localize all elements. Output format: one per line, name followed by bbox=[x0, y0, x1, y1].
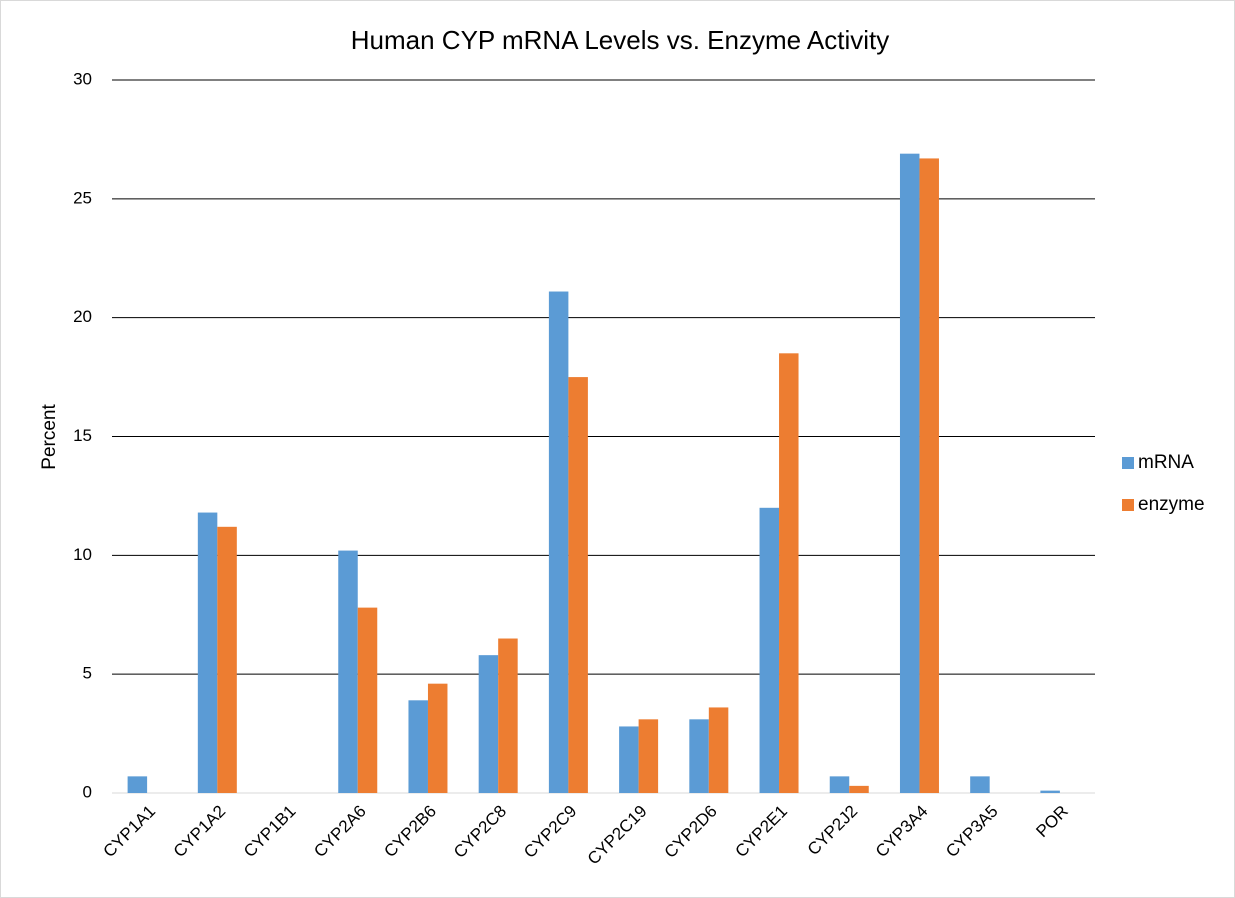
bar bbox=[197, 512, 218, 793]
bar bbox=[708, 707, 729, 793]
y-tick-label: 25 bbox=[73, 188, 92, 207]
bar bbox=[829, 776, 850, 793]
bar bbox=[127, 776, 148, 793]
y-tick-label: 15 bbox=[73, 426, 92, 445]
legend-swatch bbox=[1122, 499, 1134, 511]
bar bbox=[849, 785, 869, 793]
legend-label: enzyme bbox=[1138, 494, 1205, 515]
bar bbox=[478, 655, 499, 793]
bar bbox=[689, 719, 709, 793]
bar bbox=[357, 607, 378, 793]
legend-swatch bbox=[1122, 457, 1134, 469]
bar bbox=[217, 526, 237, 793]
bar bbox=[759, 507, 780, 793]
bar bbox=[408, 700, 428, 793]
y-tick-label: 5 bbox=[83, 664, 92, 683]
y-tick-label: 20 bbox=[73, 307, 92, 326]
bar bbox=[498, 638, 518, 793]
bar bbox=[970, 776, 990, 793]
legend-label: mRNA bbox=[1138, 452, 1194, 473]
bar bbox=[638, 719, 659, 793]
bar bbox=[619, 726, 639, 793]
bar bbox=[338, 550, 358, 793]
y-tick-label: 10 bbox=[73, 545, 92, 564]
y-tick-label: 0 bbox=[83, 782, 92, 801]
bar bbox=[548, 291, 569, 793]
bar bbox=[427, 683, 448, 793]
bar bbox=[779, 353, 799, 793]
y-axis-label: Percent bbox=[39, 404, 60, 470]
bar bbox=[1040, 790, 1060, 793]
bar bbox=[568, 377, 588, 793]
chart-title: Human CYP mRNA Levels vs. Enzyme Activit… bbox=[351, 25, 889, 55]
bar bbox=[899, 153, 920, 794]
y-tick-label: 30 bbox=[73, 69, 92, 88]
bar bbox=[919, 158, 939, 793]
